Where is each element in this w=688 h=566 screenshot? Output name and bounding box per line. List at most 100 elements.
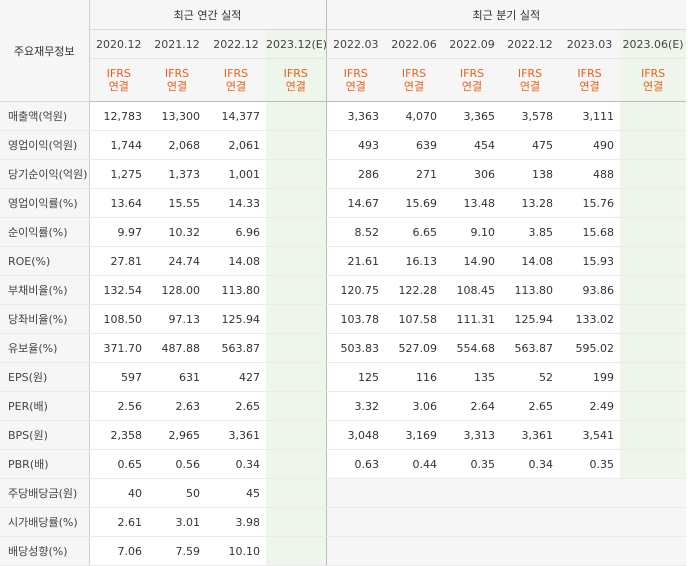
- quarter-value-cell: 108.45: [443, 275, 502, 305]
- annual-value-cell: [266, 333, 327, 363]
- consolidated-label: 연결: [403, 80, 425, 93]
- quarter-value-cell: [325, 507, 386, 537]
- period-header: 2020.12: [89, 29, 148, 59]
- quarter-value-cell: 14.90: [443, 246, 502, 276]
- annual-value-cell: 2.63: [148, 391, 206, 421]
- quarter-value-cell: [443, 478, 502, 508]
- quarter-value-cell: 503.83: [325, 333, 386, 363]
- quarter-value-cell: 595.02: [559, 333, 621, 363]
- quarter-value-cell: 107.58: [385, 304, 444, 334]
- annual-value-cell: 9.97: [89, 217, 148, 247]
- period-header-estimate: 2023.06(E): [620, 29, 687, 59]
- consolidated-label: 연결: [225, 80, 247, 93]
- annual-value-cell: 2,061: [206, 130, 266, 160]
- table-row: ROE(%) 27.81 24.74 14.08 21.61 16.13 14.90 14.0…: [0, 246, 687, 276]
- metric-label: 당좌비율(%): [0, 304, 90, 334]
- ifrs-badge: IFRS 연결: [620, 58, 687, 102]
- annual-value-cell: 7.06: [89, 536, 148, 566]
- table-row: BPS(원) 2,358 2,965 3,361 3,048 3,169 3,313 3,36…: [0, 420, 687, 450]
- quarter-value-cell: 120.75: [325, 275, 386, 305]
- quarter-value-cell: 475: [501, 130, 560, 160]
- quarter-value-cell: 15.68: [559, 217, 621, 247]
- quarter-value-cell: [620, 130, 687, 160]
- group-header-row: 주요재무정보 최근 연간 실적 최근 분기 실적: [0, 0, 687, 102]
- ifrs-label: IFRS: [401, 67, 427, 80]
- annual-group-header: 최근 연간 실적: [89, 0, 327, 30]
- table-row: 당기순이익(억원) 1,275 1,373 1,001 286 271 306 138 488: [0, 159, 687, 189]
- annual-value-cell: 12,783: [89, 101, 148, 131]
- quarter-value-cell: [385, 536, 444, 566]
- annual-value-cell: 2,358: [89, 420, 148, 450]
- metric-label: ROE(%): [0, 246, 90, 276]
- table-row: 주당배당금(원) 40 50 45: [0, 478, 687, 508]
- annual-value-cell: 3,361: [206, 420, 266, 450]
- quarter-value-cell: 3,578: [501, 101, 560, 131]
- quarter-value-cell: 554.68: [443, 333, 502, 363]
- quarter-value-cell: 113.80: [501, 275, 560, 305]
- quarter-value-cell: 0.34: [501, 449, 560, 479]
- table-row: 부채비율(%) 132.54 128.00 113.80 120.75 122.28 108…: [0, 275, 687, 305]
- quarter-value-cell: [620, 217, 687, 247]
- quarter-value-cell: [385, 478, 444, 508]
- annual-value-cell: 15.55: [148, 188, 206, 218]
- annual-value-cell: 487.88: [148, 333, 206, 363]
- quarter-value-cell: 3,111: [559, 101, 621, 131]
- quarter-value-cell: 527.09: [385, 333, 444, 363]
- metric-label: EPS(원): [0, 362, 90, 392]
- quarter-value-cell: 13.48: [443, 188, 502, 218]
- quarter-value-cell: 122.28: [385, 275, 444, 305]
- annual-value-cell: 40: [89, 478, 148, 508]
- quarter-value-cell: [620, 536, 687, 566]
- quarter-value-cell: [620, 333, 687, 363]
- quarter-value-cell: 3,313: [443, 420, 502, 450]
- annual-value-cell: 13.64: [89, 188, 148, 218]
- quarter-value-cell: 16.13: [385, 246, 444, 276]
- annual-value-cell: [266, 391, 327, 421]
- annual-value-cell: 10.32: [148, 217, 206, 247]
- quarter-value-cell: 3.32: [325, 391, 386, 421]
- annual-value-cell: 6.96: [206, 217, 266, 247]
- quarter-value-cell: 493: [325, 130, 386, 160]
- annual-value-cell: 45: [206, 478, 266, 508]
- quarter-value-cell: 2.65: [501, 391, 560, 421]
- quarter-value-cell: 3,541: [559, 420, 621, 450]
- period-header: 2023.03: [559, 29, 621, 59]
- annual-value-cell: 563.87: [206, 333, 266, 363]
- quarter-value-cell: 116: [385, 362, 444, 392]
- annual-value-cell: 128.00: [148, 275, 206, 305]
- metric-label: 당기순이익(억원): [0, 159, 90, 189]
- ifrs-badge: IFRS 연결: [501, 58, 560, 102]
- ifrs-label: IFRS: [577, 67, 602, 80]
- consolidated-label: 연결: [166, 80, 188, 93]
- annual-value-cell: 2.61: [89, 507, 148, 537]
- quarter-value-cell: 488: [559, 159, 621, 189]
- quarter-value-cell: 3,363: [325, 101, 386, 131]
- period-header: 2022.12: [501, 29, 560, 59]
- quarter-value-cell: 306: [443, 159, 502, 189]
- quarter-value-cell: 490: [559, 130, 621, 160]
- quarter-value-cell: 2.49: [559, 391, 621, 421]
- quarter-value-cell: 0.44: [385, 449, 444, 479]
- annual-value-cell: 0.56: [148, 449, 206, 479]
- quarter-value-cell: 15.69: [385, 188, 444, 218]
- table-row: 배당성향(%) 7.06 7.59 10.10: [0, 536, 687, 566]
- table-row: PBR(배) 0.65 0.56 0.34 0.63 0.44 0.35 0.34 0.35: [0, 449, 687, 479]
- annual-value-cell: [266, 507, 327, 537]
- quarter-value-cell: 15.93: [559, 246, 621, 276]
- quarter-group-header: 최근 분기 실적: [325, 0, 687, 30]
- metric-label: PER(배): [0, 391, 90, 421]
- annual-value-cell: 631: [148, 362, 206, 392]
- table-row: 순이익률(%) 9.97 10.32 6.96 8.52 6.65 9.10 3.85 15.6…: [0, 217, 687, 247]
- consolidated-label: 연결: [461, 80, 483, 93]
- ifrs-label: IFRS: [517, 67, 543, 80]
- quarter-value-cell: 111.31: [443, 304, 502, 334]
- annual-value-cell: [266, 275, 327, 305]
- accounting-standard-row: IFRS 연결 IFRS 연결 IFRS 연결 IFRS 연결 IFRS 연결 IFRS 연결 IFRS…: [0, 58, 687, 102]
- quarter-value-cell: 103.78: [325, 304, 386, 334]
- annual-value-cell: [266, 536, 327, 566]
- annual-value-cell: 3.01: [148, 507, 206, 537]
- annual-value-cell: [266, 304, 327, 334]
- quarter-value-cell: [501, 507, 560, 537]
- quarter-value-cell: 4,070: [385, 101, 444, 131]
